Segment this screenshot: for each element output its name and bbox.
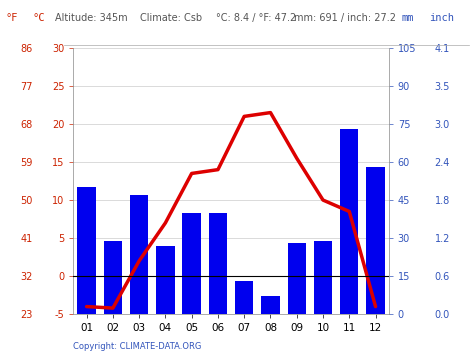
- Bar: [366, 167, 385, 314]
- Bar: [156, 246, 174, 314]
- Text: Altitude: 345m: Altitude: 345m: [55, 13, 127, 23]
- Bar: [77, 187, 96, 314]
- Bar: [104, 241, 122, 314]
- Text: mm: mm: [402, 13, 414, 23]
- Text: °C: °C: [32, 13, 45, 23]
- Bar: [235, 281, 254, 314]
- Bar: [314, 241, 332, 314]
- Text: Copyright: CLIMATE-DATA.ORG: Copyright: CLIMATE-DATA.ORG: [73, 343, 202, 351]
- Bar: [261, 296, 280, 314]
- Text: Climate: Csb: Climate: Csb: [140, 13, 202, 23]
- Text: °F: °F: [6, 13, 18, 23]
- Text: inch: inch: [429, 13, 454, 23]
- Bar: [288, 243, 306, 314]
- Bar: [340, 129, 358, 314]
- Bar: [209, 213, 227, 314]
- Text: °C: 8.4 / °F: 47.2: °C: 8.4 / °F: 47.2: [216, 13, 296, 23]
- Text: mm: 691 / inch: 27.2: mm: 691 / inch: 27.2: [294, 13, 396, 23]
- Bar: [182, 213, 201, 314]
- Bar: [130, 195, 148, 314]
